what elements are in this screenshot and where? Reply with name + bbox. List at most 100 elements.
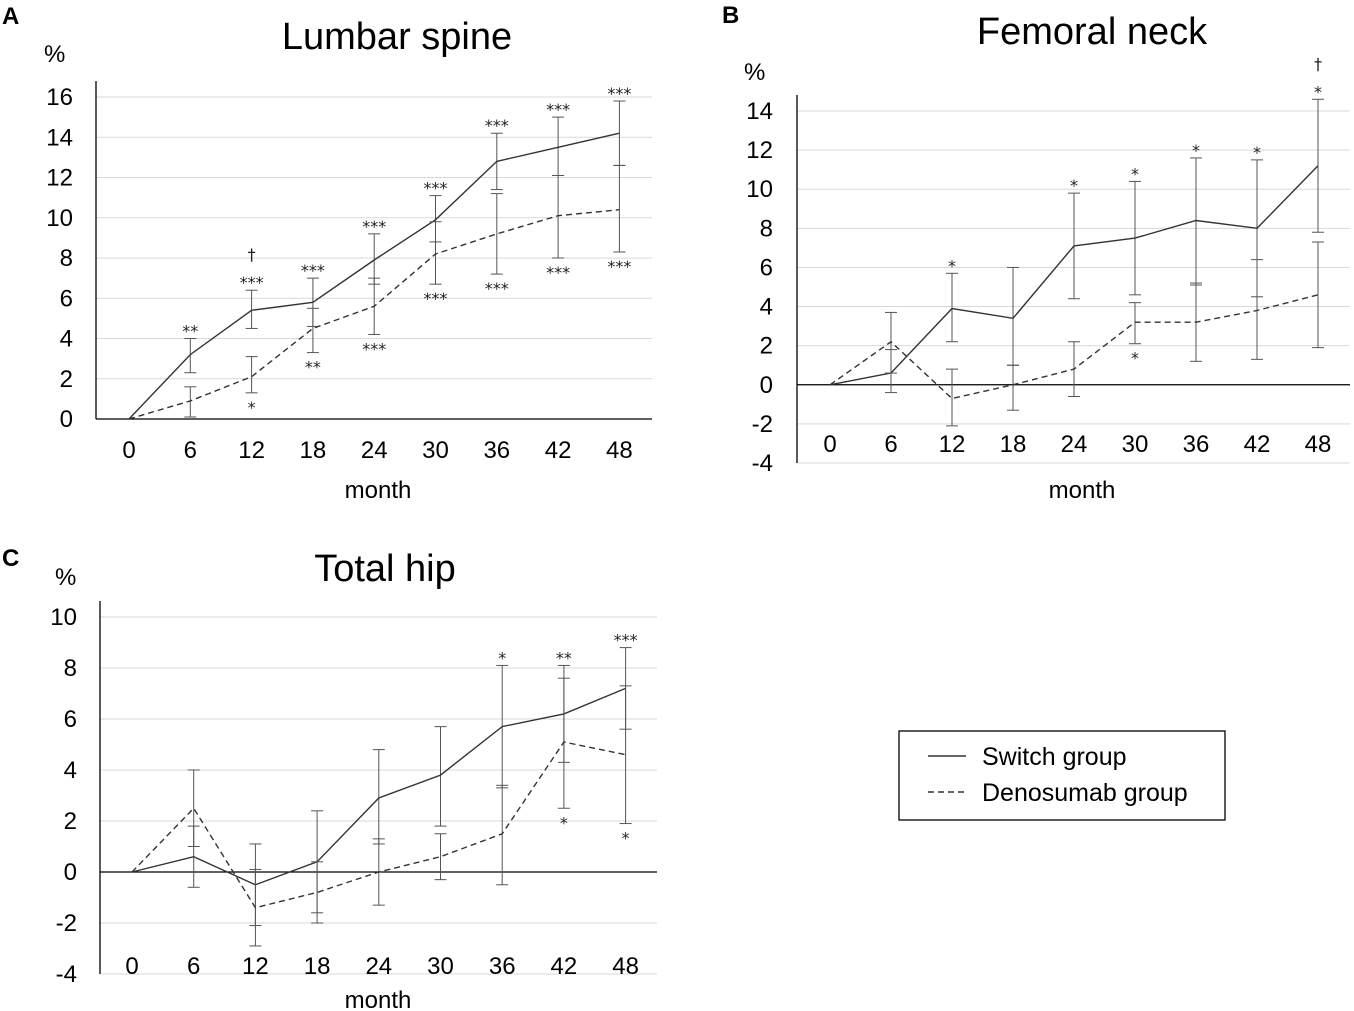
y-tick-label: 2 — [760, 333, 773, 360]
chart-title: Lumbar spine — [282, 16, 512, 58]
denosumab-significance-label: * — [560, 813, 568, 832]
switch-significance-label: † — [1314, 54, 1322, 73]
x-tick-label: 18 — [304, 953, 331, 980]
y-tick-label: 4 — [60, 326, 73, 353]
y-tick-label: 0 — [60, 406, 73, 433]
y-tick-label: 14 — [746, 98, 773, 125]
x-tick-label: 42 — [1244, 431, 1271, 458]
switch-significance-label: *** — [362, 217, 386, 236]
x-tick-label: 42 — [545, 437, 572, 464]
x-axis-label: month — [345, 477, 412, 504]
x-tick-label: 30 — [1122, 431, 1149, 458]
denosumab-series-line — [128, 209, 620, 420]
y-axis-unit: % — [55, 564, 76, 591]
legend-switch-label: Switch group — [982, 743, 1127, 771]
x-tick-label: 36 — [1183, 431, 1210, 458]
x-tick-label: 6 — [184, 437, 197, 464]
switch-significance-label: *** — [240, 273, 264, 292]
switch-significance-label: *** — [301, 261, 325, 280]
switch-significance-label: * — [1192, 141, 1200, 160]
y-tick-label: 0 — [64, 859, 77, 886]
denosumab-series-line — [829, 294, 1319, 400]
y-tick-label: 6 — [60, 285, 73, 312]
switch-significance-label: *** — [546, 100, 570, 119]
x-tick-label: 30 — [422, 437, 449, 464]
switch-series-line — [128, 132, 620, 420]
x-tick-label: 12 — [939, 431, 966, 458]
y-tick-label: 10 — [50, 604, 77, 631]
denosumab-significance-label: *** — [546, 263, 570, 282]
switch-significance-label: * — [1131, 164, 1139, 183]
y-tick-label: -2 — [56, 910, 77, 937]
switch-significance-label: *** — [485, 116, 509, 135]
y-tick-label: 10 — [746, 176, 773, 203]
y-tick-label: 6 — [760, 254, 773, 281]
denosumab-significance-label: *** — [485, 279, 509, 298]
x-tick-label: 36 — [489, 953, 516, 980]
switch-significance-label: † — [248, 245, 256, 264]
denosumab-significance-label: *** — [362, 339, 386, 358]
switch-significance-label: *** — [607, 84, 631, 103]
x-tick-label: 6 — [884, 431, 897, 458]
x-tick-label: 12 — [238, 437, 265, 464]
denosumab-significance-label: * — [248, 398, 256, 417]
switch-significance-label: * — [1070, 176, 1078, 195]
denosumab-significance-label: *** — [424, 289, 448, 308]
x-tick-label: 36 — [483, 437, 510, 464]
denosumab-series-line — [131, 741, 626, 909]
x-tick-label: 48 — [1305, 431, 1332, 458]
x-tick-label: 12 — [242, 953, 269, 980]
x-tick-label: 24 — [1061, 431, 1088, 458]
y-tick-label: 8 — [64, 655, 77, 682]
panel-letter: C — [2, 545, 19, 572]
y-tick-label: 4 — [760, 294, 773, 321]
x-tick-label: 24 — [365, 953, 392, 980]
legend-frame — [898, 730, 1226, 821]
y-tick-label: 16 — [46, 84, 73, 111]
denosumab-significance-label: * — [622, 829, 630, 848]
y-tick-label: 12 — [746, 137, 773, 164]
denosumab-significance-label: *** — [607, 257, 631, 276]
y-axis-unit: % — [44, 41, 65, 68]
chart-title: Total hip — [314, 548, 456, 590]
x-axis-label: month — [345, 987, 412, 1011]
y-tick-label: 10 — [46, 205, 73, 232]
x-tick-label: 48 — [606, 437, 633, 464]
x-axis-label: month — [1049, 477, 1116, 504]
x-tick-label: 6 — [187, 953, 200, 980]
denosumab-significance-label: ** — [305, 358, 321, 377]
y-tick-label: 8 — [760, 215, 773, 242]
y-tick-label: 8 — [60, 245, 73, 272]
y-tick-label: -4 — [752, 450, 773, 477]
panel-letter: A — [2, 3, 19, 30]
y-tick-label: 4 — [64, 757, 77, 784]
y-tick-label: 14 — [46, 124, 73, 151]
x-tick-label: 0 — [125, 953, 138, 980]
y-tick-label: 12 — [46, 165, 73, 192]
y-axis-unit: % — [744, 59, 765, 86]
switch-significance-label: * — [1314, 82, 1322, 101]
y-tick-label: -2 — [752, 411, 773, 438]
switch-significance-label: ** — [556, 648, 572, 667]
y-tick-label: 0 — [760, 372, 773, 399]
x-tick-label: 24 — [361, 437, 388, 464]
x-tick-label: 0 — [122, 437, 135, 464]
switch-significance-label: * — [498, 648, 506, 667]
switch-significance-label: * — [948, 256, 956, 275]
denosumab-significance-label: * — [1131, 349, 1139, 368]
switch-significance-label: *** — [614, 631, 638, 650]
x-tick-label: 42 — [551, 953, 578, 980]
legend-denosumab-label: Denosumab group — [982, 779, 1188, 807]
switch-significance-label: ** — [182, 322, 198, 341]
switch-significance-label: *** — [424, 179, 448, 198]
x-tick-label: 0 — [823, 431, 836, 458]
x-tick-label: 18 — [1000, 431, 1027, 458]
x-tick-label: 48 — [612, 953, 639, 980]
panel-letter: B — [722, 2, 739, 29]
y-tick-label: 2 — [64, 808, 77, 835]
y-tick-label: 6 — [64, 706, 77, 733]
switch-series-line — [829, 165, 1319, 386]
